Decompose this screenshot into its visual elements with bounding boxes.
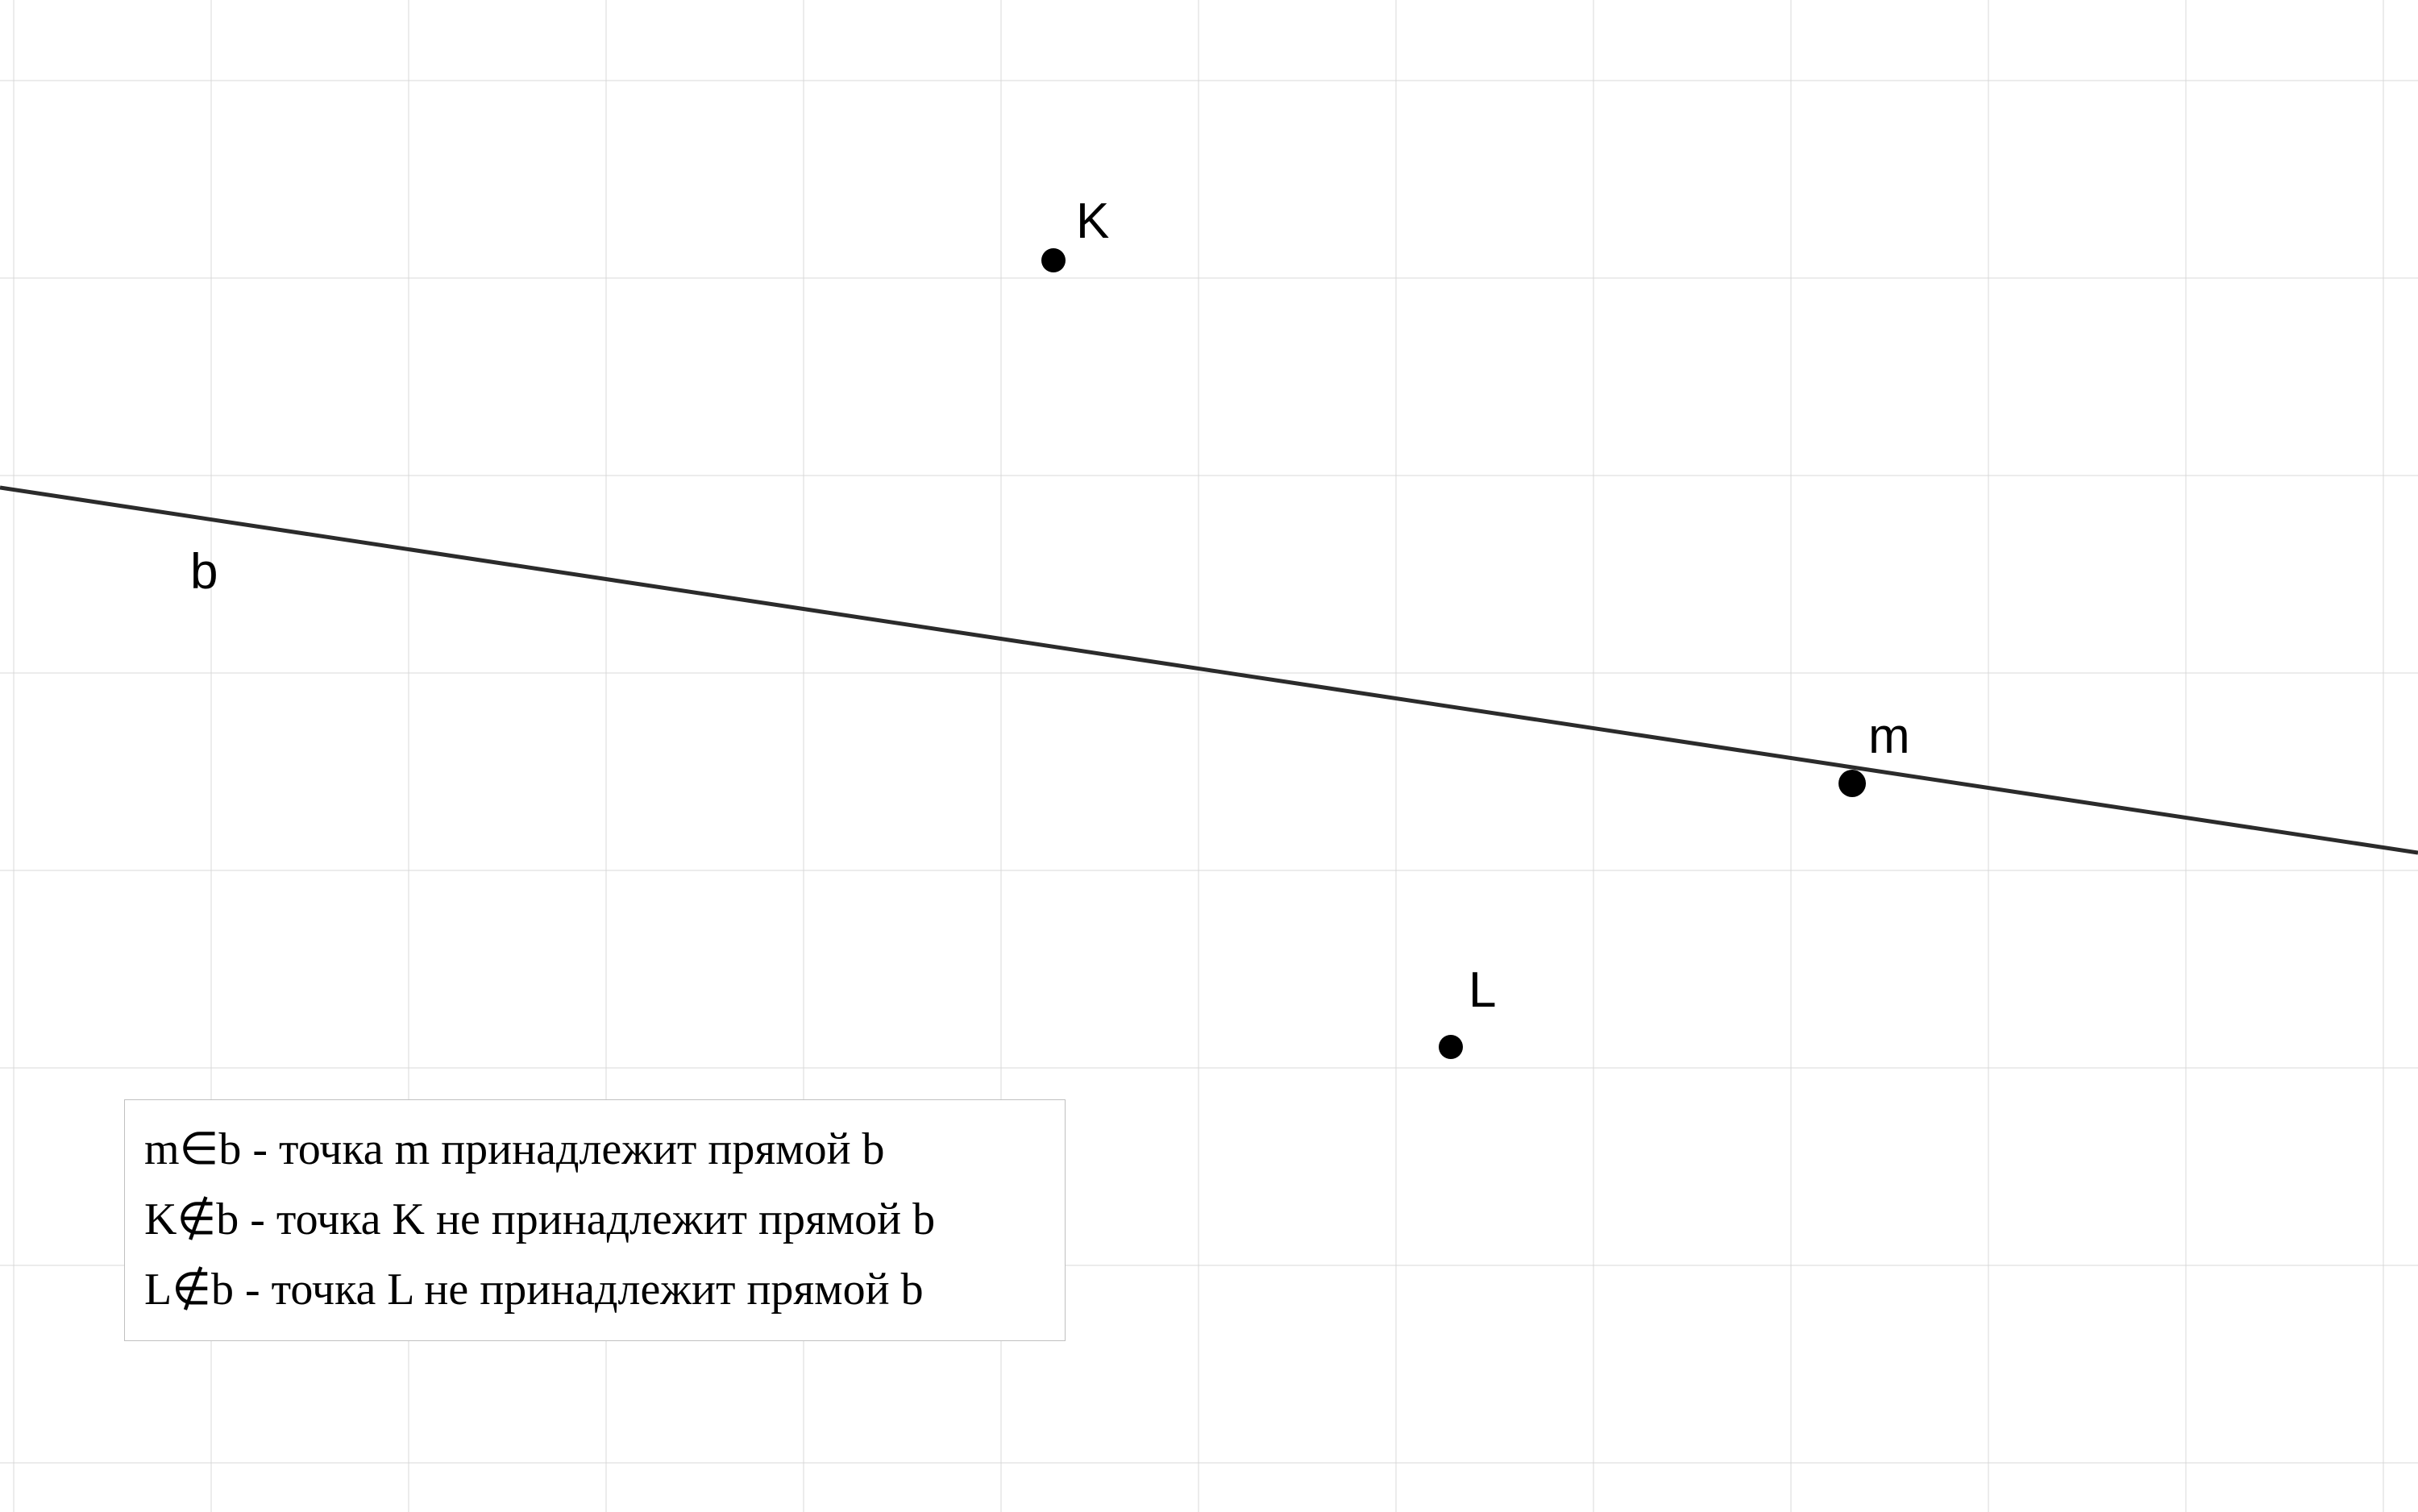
point-label-m: m: [1868, 708, 1910, 764]
point-label-L: L: [1469, 962, 1496, 1018]
legend-box: m∈b - точка m принадлежит прямой b K∉b -…: [124, 1099, 1066, 1341]
line-b-label: b: [190, 544, 218, 600]
point-label-K: K: [1076, 193, 1109, 249]
line-b: [0, 488, 2418, 853]
point-m: [1838, 770, 1866, 797]
legend-line-2: K∉b - точка K не принадлежит прямой b: [144, 1185, 1045, 1255]
points: Km L: [1041, 193, 1910, 1059]
legend-line-3: L∉b - точка L не принадлежит прямой b: [144, 1255, 1045, 1325]
geometry-diagram: b Km L m∈b - точка m принадлежит прямой b…: [0, 0, 2418, 1512]
legend-line-1: m∈b - точка m принадлежит прямой b: [144, 1115, 1045, 1185]
point-K: [1041, 248, 1066, 272]
point-L: [1439, 1035, 1463, 1059]
